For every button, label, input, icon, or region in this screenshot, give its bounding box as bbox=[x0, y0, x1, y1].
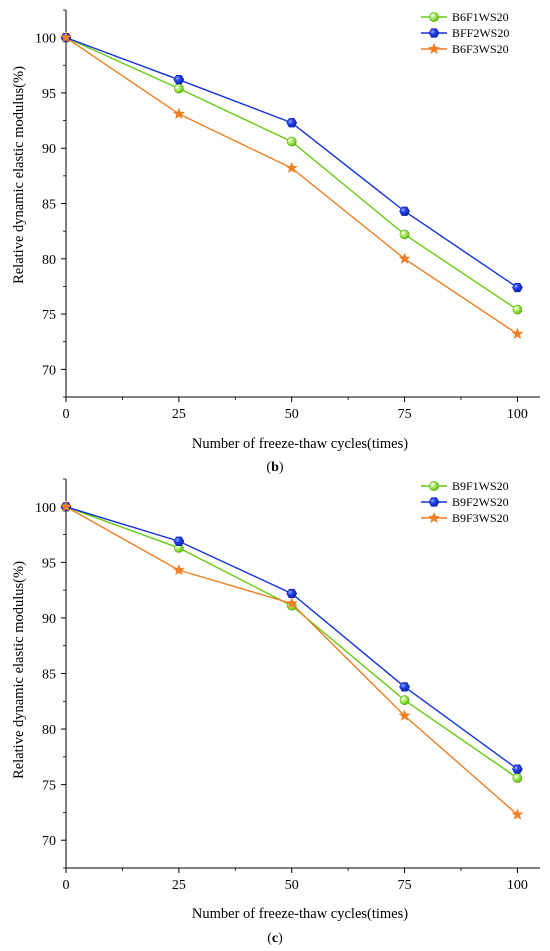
series-line-B6F1WS20 bbox=[65, 37, 518, 311]
data-point bbox=[173, 83, 184, 94]
data-point bbox=[172, 563, 185, 576]
x-tick-label: 0 bbox=[63, 878, 70, 893]
data-point bbox=[511, 808, 524, 820]
data-point bbox=[399, 229, 410, 240]
data-point bbox=[285, 597, 298, 609]
data-point bbox=[398, 252, 411, 264]
y-tick-label: 100 bbox=[35, 501, 56, 516]
x-tick-label: 100 bbox=[507, 407, 528, 422]
data-point bbox=[173, 75, 185, 85]
x-tick-label: 50 bbox=[285, 407, 299, 422]
legend-marker bbox=[428, 497, 440, 507]
data-point bbox=[512, 282, 523, 293]
legend-marker bbox=[428, 28, 440, 38]
y-ticks: 70 75 80 85 90 95 100 bbox=[35, 9, 66, 398]
series-line-B9F1WS20 bbox=[65, 506, 518, 779]
y-tick-label: 75 bbox=[42, 779, 56, 794]
data-point bbox=[286, 588, 298, 599]
x-ticks: 0 25 50 75 100 bbox=[63, 397, 528, 422]
legend-label: B9F2WS20 bbox=[452, 495, 509, 509]
y-tick-label: 70 bbox=[42, 834, 56, 849]
x-tick-label: 25 bbox=[172, 878, 186, 893]
data-point bbox=[512, 764, 523, 774]
series-line-B9F3WS20 bbox=[65, 506, 518, 816]
x-axis-title: Number of freeze-thaw cycles(times) bbox=[192, 906, 408, 922]
data-point bbox=[512, 304, 523, 315]
x-tick-label: 50 bbox=[285, 878, 299, 893]
y-tick-label: 95 bbox=[42, 87, 56, 102]
data-point bbox=[285, 161, 298, 174]
legend-label: B6F3WS20 bbox=[452, 42, 509, 56]
x-axis-title: Number of freeze-thaw cycles(times) bbox=[192, 436, 408, 452]
data-point bbox=[286, 136, 297, 147]
axes-frame bbox=[65, 479, 540, 869]
panel-letter: c bbox=[272, 931, 278, 946]
x-tick-label: 75 bbox=[398, 407, 412, 422]
legend-label: B6F1WS20 bbox=[452, 10, 509, 24]
series-line-B6F3WS20 bbox=[65, 37, 518, 335]
y-tick-label: 75 bbox=[42, 308, 56, 323]
panel-label: (c) bbox=[267, 931, 283, 946]
panel-letter: b bbox=[271, 460, 279, 475]
y-tick-label: 90 bbox=[42, 142, 56, 157]
data-point bbox=[286, 118, 298, 128]
series-line-B9F2WS20 bbox=[65, 506, 518, 770]
y-tick-label: 95 bbox=[42, 556, 56, 571]
series-group bbox=[59, 500, 524, 820]
y-tick-label: 100 bbox=[35, 32, 56, 47]
legend: B9F1WS20 B9F2WS20 B9F3WS20 bbox=[421, 479, 509, 525]
x-tick-label: 0 bbox=[63, 407, 70, 422]
y-tick-label: 80 bbox=[42, 253, 56, 268]
legend-marker bbox=[429, 12, 439, 22]
y-axis-title: Relative dynamic elastic modulus(%) bbox=[11, 66, 27, 284]
y-tick-label: 85 bbox=[42, 198, 56, 213]
y-tick-label: 85 bbox=[42, 668, 56, 683]
legend: B6F1WS20 BFF2WS20 B6F3WS20 bbox=[421, 10, 509, 56]
x-tick-label: 100 bbox=[507, 878, 528, 893]
data-point bbox=[399, 206, 410, 216]
data-point bbox=[399, 682, 410, 692]
legend-marker bbox=[427, 511, 441, 524]
y-tick-label: 80 bbox=[42, 723, 56, 738]
axes-frame bbox=[65, 10, 540, 398]
chart-panel-c: 70 75 80 85 90 95 100 0 25 50 75 100 B9F1WS20 B9F2W… bbox=[11, 478, 540, 946]
legend-marker bbox=[429, 481, 439, 491]
legend-label: BFF2WS20 bbox=[452, 26, 509, 40]
y-axis-title: Relative dynamic elastic modulus(%) bbox=[11, 561, 27, 779]
y-tick-label: 70 bbox=[42, 363, 56, 378]
legend-label: B9F3WS20 bbox=[452, 511, 509, 525]
data-point bbox=[59, 500, 73, 512]
y-ticks: 70 75 80 85 90 95 100 bbox=[35, 478, 66, 869]
x-tick-label: 25 bbox=[172, 407, 186, 422]
y-tick-label: 90 bbox=[42, 612, 56, 627]
x-ticks: 0 25 50 75 100 bbox=[63, 868, 528, 893]
series-group bbox=[59, 31, 524, 340]
data-point bbox=[398, 709, 411, 721]
panel-label: (b) bbox=[266, 460, 283, 475]
data-point bbox=[173, 536, 185, 546]
x-tick-label: 75 bbox=[398, 878, 412, 893]
chart-panel-b: 70 75 80 85 90 95 100 0 25 50 75 100 B6F1WS20 BFF2W… bbox=[11, 9, 540, 475]
data-point bbox=[399, 695, 410, 706]
data-point bbox=[512, 773, 523, 783]
data-point bbox=[172, 107, 185, 120]
legend-label: B9F1WS20 bbox=[452, 479, 509, 493]
data-point bbox=[59, 31, 73, 43]
data-point bbox=[511, 327, 524, 340]
legend-marker bbox=[427, 42, 441, 55]
